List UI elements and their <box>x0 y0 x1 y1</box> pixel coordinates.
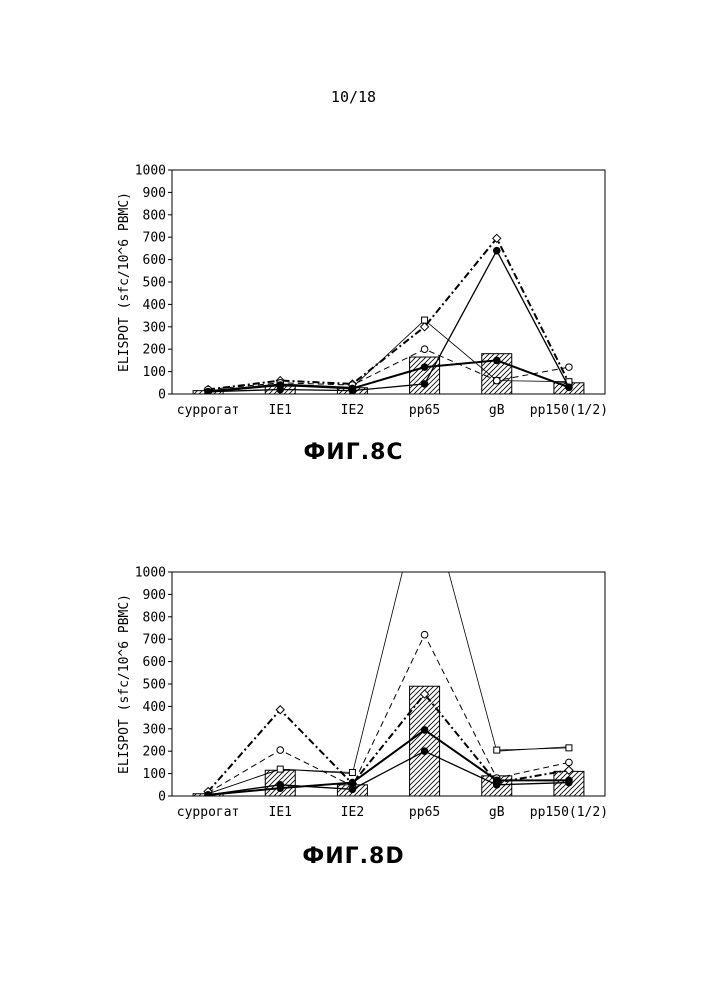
data-point-open-square <box>565 744 573 752</box>
category-label: gB <box>489 805 505 820</box>
series-line <box>208 319 569 392</box>
y-tick-label: 900 <box>143 588 166 603</box>
y-tick-label: 0 <box>158 388 166 403</box>
series-line <box>207 750 569 796</box>
data-point-open-circle <box>565 758 573 767</box>
category-label: pp65 <box>409 403 440 418</box>
category-label: IE1 <box>269 805 292 820</box>
category-label: суррогат <box>177 805 240 820</box>
plot-frame <box>171 571 606 797</box>
data-point-filled-circle <box>420 380 429 388</box>
category-label: pp65 <box>409 805 440 820</box>
y-tick-label: 300 <box>143 722 166 737</box>
y-tick-label: 100 <box>143 767 166 782</box>
data-point-open-circle <box>420 630 429 639</box>
chart-8c-svg: 0 100 200 300 400 500 600 700 800 900 1000ELISPOT … <box>117 164 608 419</box>
series-line <box>207 728 569 796</box>
y-tick-label: 700 <box>143 231 166 246</box>
series-line <box>207 359 570 393</box>
plot-frame <box>171 169 606 395</box>
category-label: суррогат <box>177 403 240 418</box>
figure-caption-8d: ФИГ.8D <box>302 844 405 869</box>
data-point-open-diamond <box>419 322 430 332</box>
y-tick-label: 700 <box>143 633 166 648</box>
data-point-filled-circle <box>204 791 212 796</box>
chart-8d-svg: 0 100 200 300 400 500 600 700 800 900 1000ELISPOT … <box>117 566 608 821</box>
data-point-open-circle <box>565 363 573 371</box>
page-number: 10/18 <box>330 88 377 106</box>
series-line <box>207 572 569 795</box>
y-tick-label: 600 <box>143 655 166 670</box>
y-tick-label: 900 <box>143 186 166 201</box>
data-point-filled-circle <box>276 385 285 394</box>
bar <box>409 685 441 796</box>
y-tick-label: 0 <box>158 790 166 805</box>
series-line <box>208 249 570 393</box>
y-tick-label: 200 <box>143 745 166 760</box>
data-point-open-diamond <box>492 233 502 244</box>
data-point-open-square <box>421 316 429 324</box>
category-label: IE1 <box>269 403 292 418</box>
data-point-filled-circle <box>348 778 357 787</box>
data-point-filled-circle <box>492 781 501 789</box>
y-axis-label: ELISPOT (sfc/10^6 PBMC) <box>117 192 132 372</box>
y-tick-label: 800 <box>143 208 166 223</box>
series-line <box>207 236 570 391</box>
data-point-open-square <box>276 765 284 773</box>
y-tick-label: 100 <box>143 365 166 380</box>
series-line <box>208 348 570 391</box>
y-tick-label: 400 <box>143 298 166 313</box>
data-point-open-square <box>348 768 356 776</box>
figure-8d: 0 100 200 300 400 500 600 700 800 900 1000 ELISPOT … <box>0 560 707 885</box>
data-point-filled-circle <box>420 726 429 734</box>
data-point-open-diamond <box>275 705 285 715</box>
data-point-filled-circle <box>565 383 573 392</box>
bar <box>409 356 441 394</box>
category-label: IE2 <box>341 805 364 820</box>
series-line <box>207 633 570 794</box>
y-tick-label: 800 <box>143 610 166 625</box>
data-point-open-circle <box>276 746 285 754</box>
y-tick-label: 300 <box>143 320 166 335</box>
series-line <box>207 692 570 793</box>
category-label: gB <box>489 403 505 418</box>
y-tick-label: 600 <box>143 253 166 268</box>
data-point-filled-circle <box>204 387 212 394</box>
y-tick-label: 1000 <box>135 164 166 179</box>
data-point-filled-circle <box>348 785 357 794</box>
data-point-filled-circle <box>348 386 357 394</box>
series-line <box>496 747 569 751</box>
y-tick-label: 200 <box>143 343 166 358</box>
data-point-open-diamond <box>564 765 574 775</box>
data-point-open-square <box>493 746 501 754</box>
y-tick-label: 1000 <box>135 566 166 581</box>
category-label: pp150(1/2) <box>530 403 608 418</box>
data-point-filled-circle <box>565 778 573 787</box>
y-tick-label: 500 <box>143 276 166 291</box>
category-label: pp150(1/2) <box>530 805 608 820</box>
data-point-filled-circle <box>492 246 501 255</box>
figure-caption-8c: ФИГ.8C <box>303 440 404 465</box>
y-axis-label: ELISPOT (sfc/10^6 PBMC) <box>117 594 132 774</box>
data-point-filled-circle <box>420 363 429 371</box>
y-tick-label: 400 <box>143 700 166 715</box>
data-point-filled-circle <box>276 781 285 789</box>
figure-8c: 0 100 200 300 400 500 600 700 800 900 1000 ELISPOT … <box>0 158 707 483</box>
data-point-filled-circle <box>420 747 429 755</box>
y-tick-label: 500 <box>143 678 166 693</box>
data-point-open-circle <box>420 345 429 353</box>
category-label: IE2 <box>341 403 364 418</box>
data-point-open-circle <box>492 376 501 385</box>
data-point-filled-circle <box>492 356 501 365</box>
data-point-open-diamond <box>419 689 430 699</box>
